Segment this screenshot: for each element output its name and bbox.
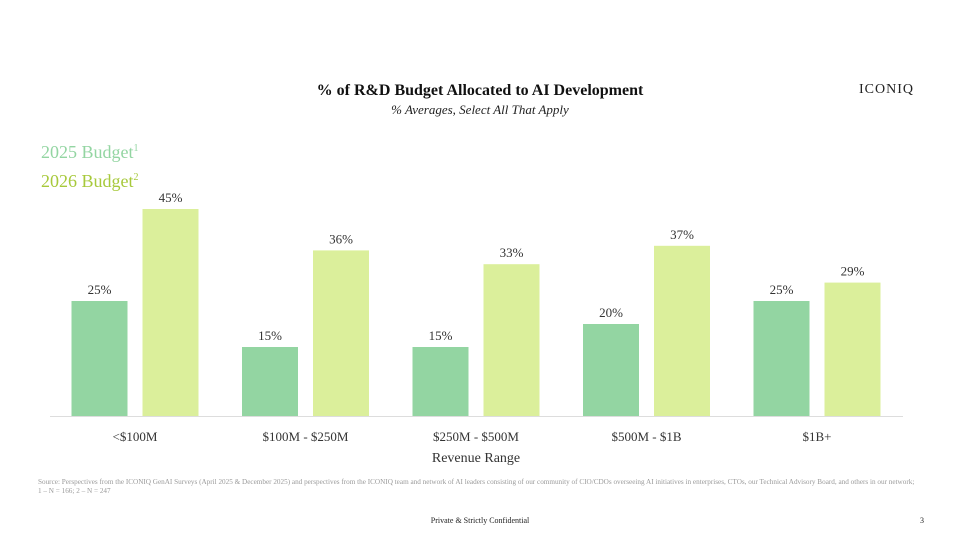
legend-label-2025: 2025 Budget: [41, 142, 134, 162]
chart-legend: 2025 Budget1 2026 Budget2: [41, 136, 139, 194]
page-number: 3: [920, 516, 924, 525]
legend-sup-2025: 1: [133, 143, 139, 154]
bar-2026-4: [824, 282, 881, 416]
value-label-2025-2: 15%: [429, 328, 453, 343]
iconiq-logo: ICONIQ: [859, 82, 914, 97]
bar-2025-0: [71, 301, 128, 416]
x-tick-label-4: $1B+: [802, 429, 831, 444]
chart-subtitle: % Averages, Select All That Apply: [391, 102, 569, 117]
confidential-footer: Private & Strictly Confidential: [430, 516, 530, 525]
x-axis-title: Revenue Range: [432, 451, 520, 466]
bar-2026-3: [654, 245, 710, 416]
bar-2026-1: [313, 250, 369, 416]
bar-2025-4: [753, 301, 810, 416]
value-label-2026-1: 36%: [329, 231, 353, 246]
value-label-2025-3: 20%: [599, 305, 623, 320]
value-label-2026-2: 33%: [500, 245, 524, 260]
x-tick-label-1: $100M - $250M: [263, 429, 349, 444]
bar-2026-0: [142, 209, 199, 416]
chart-title: % of R&D Budget Allocated to AI Developm…: [316, 82, 644, 99]
x-tick-label-3: $500M - $1B: [611, 429, 681, 444]
bar-2025-3: [583, 324, 639, 416]
legend-label-2026: 2026 Budget: [41, 171, 134, 191]
value-label-2026-3: 37%: [670, 227, 694, 242]
value-label-2025-0: 25%: [88, 282, 112, 297]
bar-2025-2: [412, 347, 469, 416]
bar-2026-2: [483, 264, 540, 416]
value-label-2025-4: 25%: [770, 282, 794, 297]
bar-2025-1: [242, 347, 298, 416]
x-tick-label-2: $250M - $500M: [433, 429, 519, 444]
x-tick-label-0: <$100M: [113, 429, 158, 444]
legend-sup-2026: 2: [133, 172, 139, 183]
legend-item-2026: 2026 Budget2: [41, 165, 139, 194]
bar-chart: 25% 45% <$100M 15% 36% $100M - $250M 15% 33% $25…: [50, 190, 903, 466]
value-label-2025-1: 15%: [258, 328, 282, 343]
legend-item-2025: 2025 Budget1: [41, 136, 139, 165]
value-label-2026-0: 45%: [159, 190, 183, 205]
source-footnote: Source: Perspectives from the ICONIQ Gen…: [38, 478, 915, 495]
value-label-2026-4: 29%: [841, 264, 865, 279]
